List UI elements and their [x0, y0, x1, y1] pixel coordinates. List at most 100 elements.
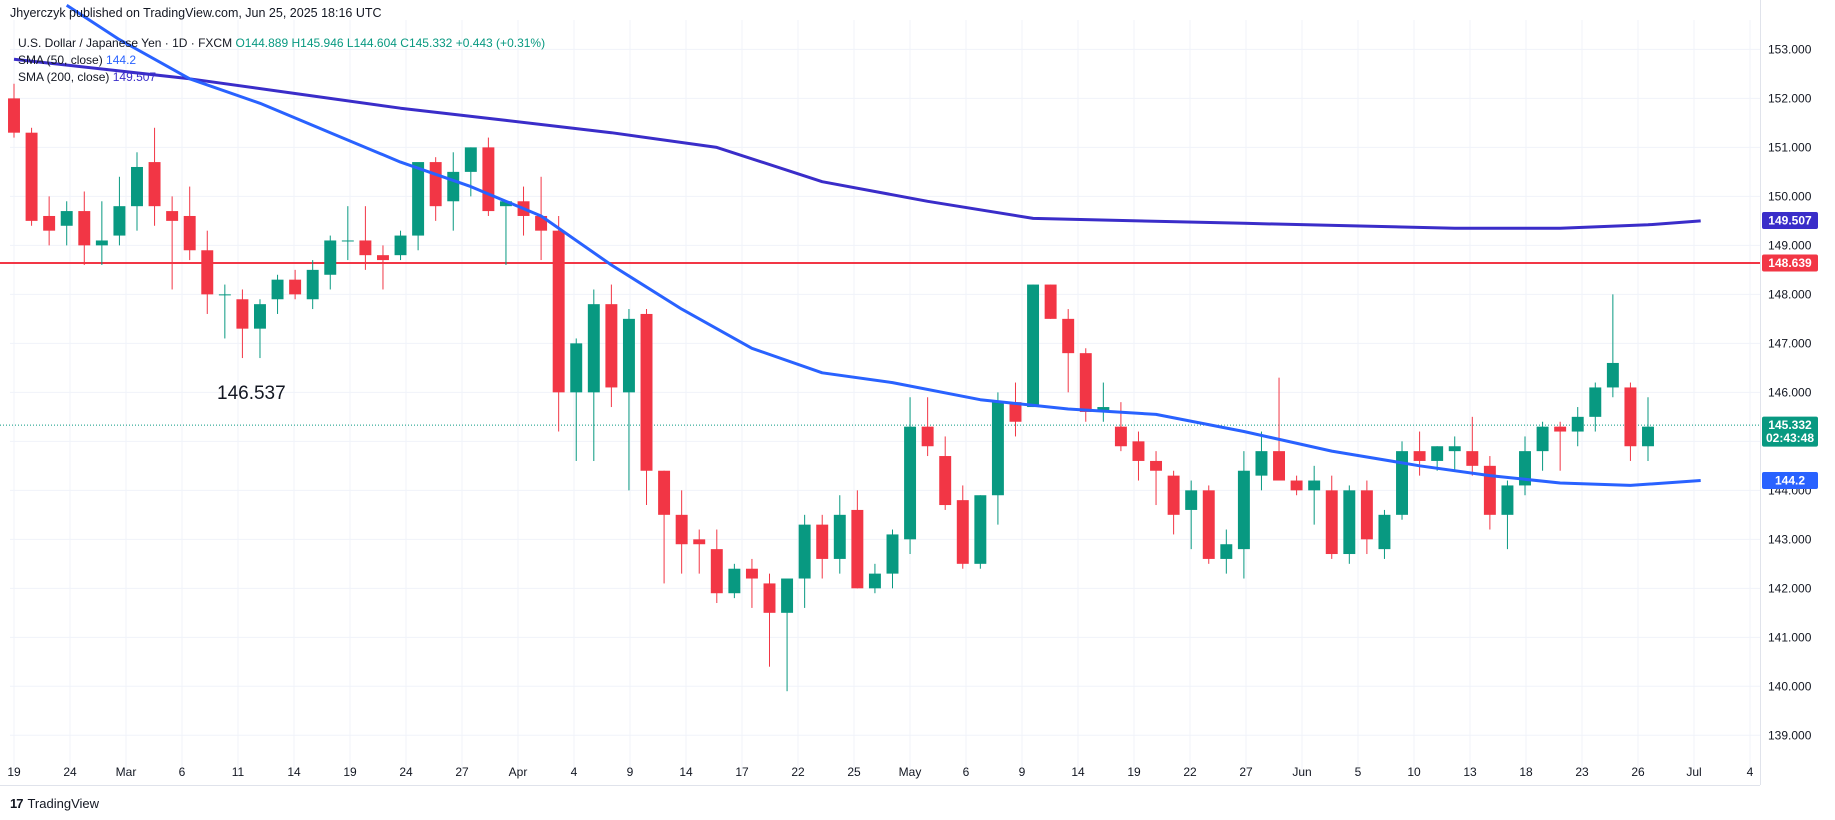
candle-body — [1466, 451, 1479, 466]
tradingview-footer[interactable]: 17 TradingView — [10, 796, 99, 811]
change-value: +0.443 (+0.31%) — [455, 36, 546, 50]
candle-body — [868, 573, 881, 589]
price-badge-countdown: 02:43:48 — [1766, 431, 1814, 445]
candle-body — [1501, 485, 1514, 515]
legend-sma50-row[interactable]: SMA (50, close) 144.2 — [18, 52, 545, 69]
candle-body — [1554, 426, 1567, 432]
candle-body — [482, 147, 495, 212]
x-tick-label: 24 — [63, 765, 77, 779]
candle-body — [658, 470, 671, 515]
x-tick-label: 9 — [1019, 765, 1026, 779]
candle-body — [851, 509, 864, 589]
legend-sma200-row[interactable]: SMA (200, close) 149.507 — [18, 69, 545, 86]
tradingview-brand: TradingView — [27, 796, 100, 811]
candle-body — [166, 211, 179, 221]
price-badge — [1762, 416, 1818, 447]
candle-body — [148, 162, 161, 207]
x-tick-label: 5 — [1355, 765, 1362, 779]
candle-body — [1642, 426, 1654, 447]
x-tick-label: 19 — [7, 765, 21, 779]
y-tick-label: 139.000 — [1768, 728, 1812, 742]
y-tick-label: 148.000 — [1768, 287, 1812, 301]
price-badge — [1762, 254, 1818, 272]
candle-body — [1185, 490, 1198, 510]
candle-body — [693, 539, 706, 545]
candle-body — [254, 304, 266, 329]
y-tick-label: 151.000 — [1768, 140, 1812, 154]
candle-body — [816, 524, 829, 559]
x-tick-label: 14 — [679, 765, 693, 779]
candle-body — [1044, 284, 1057, 319]
candle-body — [1519, 451, 1531, 486]
candle-body — [218, 294, 231, 296]
open-value: O144.889 — [235, 36, 289, 50]
candle-body — [1097, 407, 1110, 412]
price-badge — [1762, 212, 1818, 230]
x-tick-label: 19 — [1127, 765, 1141, 779]
candles-layer — [8, 83, 1654, 692]
symbol-name: U.S. Dollar / Japanese Yen · 1D · FXCM — [18, 36, 233, 50]
sma50-label: SMA (50, close) — [18, 53, 103, 67]
y-tick-label: 149.000 — [1768, 238, 1812, 252]
candle-body — [289, 279, 302, 295]
price-axis[interactable]: 139.000140.000141.000142.000143.000144.0… — [1760, 0, 1812, 785]
candle-body — [1202, 490, 1215, 559]
x-tick-label: Mar — [116, 765, 137, 779]
candle-body — [833, 514, 846, 559]
candle-body — [1237, 470, 1250, 550]
sma-layer — [13, 4, 1701, 487]
candle-body — [1448, 446, 1461, 452]
x-tick-label: 4 — [1747, 765, 1754, 779]
sma50-line — [65, 4, 1701, 487]
candle-body — [1308, 480, 1321, 491]
price-badge-label: 145.332 — [1768, 418, 1812, 432]
x-tick-label: 9 — [627, 765, 634, 779]
candle-body — [429, 162, 442, 207]
candle-body — [1624, 387, 1637, 447]
x-tick-label: 25 — [847, 765, 861, 779]
time-axis[interactable]: 19 24 Mar 6 11 14 19 24 27 Apr 4 9 14 17 22 25 May 6 9 14 19… — [0, 765, 1760, 786]
candle-body — [1431, 446, 1444, 461]
candle-body — [183, 215, 196, 251]
candle-body — [1413, 451, 1426, 461]
x-tick-label: 17 — [735, 765, 749, 779]
candle-body — [60, 211, 73, 226]
candle-body — [25, 132, 38, 221]
x-tick-label: 26 — [1631, 765, 1645, 779]
chart-grid — [10, 20, 1760, 775]
candle-body — [904, 426, 917, 540]
x-tick-label: 23 — [1575, 765, 1589, 779]
y-tick-label: 143.000 — [1768, 532, 1812, 546]
candle-body — [587, 304, 600, 393]
candle-body — [991, 402, 1004, 496]
candle-body — [570, 343, 583, 393]
candle-body — [939, 456, 952, 506]
x-tick-label: Jul — [1686, 765, 1701, 779]
price-badge-label: 148.639 — [1768, 256, 1812, 270]
x-tick-label: 4 — [571, 765, 578, 779]
candle-body — [236, 299, 249, 329]
y-tick-label: 140.000 — [1768, 679, 1812, 693]
x-tick-label: 19 — [343, 765, 357, 779]
y-tick-label: 142.000 — [1768, 581, 1812, 595]
x-tick-label: 24 — [399, 765, 413, 779]
publisher-line: Jhyerczyk published on TradingView.com, … — [10, 6, 382, 20]
candle-body — [1273, 451, 1286, 481]
y-tick-label: 147.000 — [1768, 336, 1812, 350]
x-tick-label: 27 — [455, 765, 469, 779]
candle-body — [1483, 465, 1496, 515]
sma200-label: SMA (200, close) — [18, 70, 110, 84]
legend-symbol-row[interactable]: U.S. Dollar / Japanese Yen · 1D · FXCM O… — [18, 35, 545, 52]
y-tick-label: 152.000 — [1768, 91, 1812, 105]
candle-body — [324, 240, 337, 275]
x-tick-label: 22 — [791, 765, 805, 779]
candle-body — [1009, 402, 1022, 422]
tradingview-logo-icon: 17 — [10, 796, 24, 811]
candle-body — [1290, 480, 1303, 491]
low-value: L144.604 — [346, 36, 397, 50]
y-tick-label: 153.000 — [1768, 42, 1812, 56]
candle-body — [535, 215, 548, 231]
candle-body — [499, 201, 512, 207]
candle-body — [921, 426, 934, 447]
